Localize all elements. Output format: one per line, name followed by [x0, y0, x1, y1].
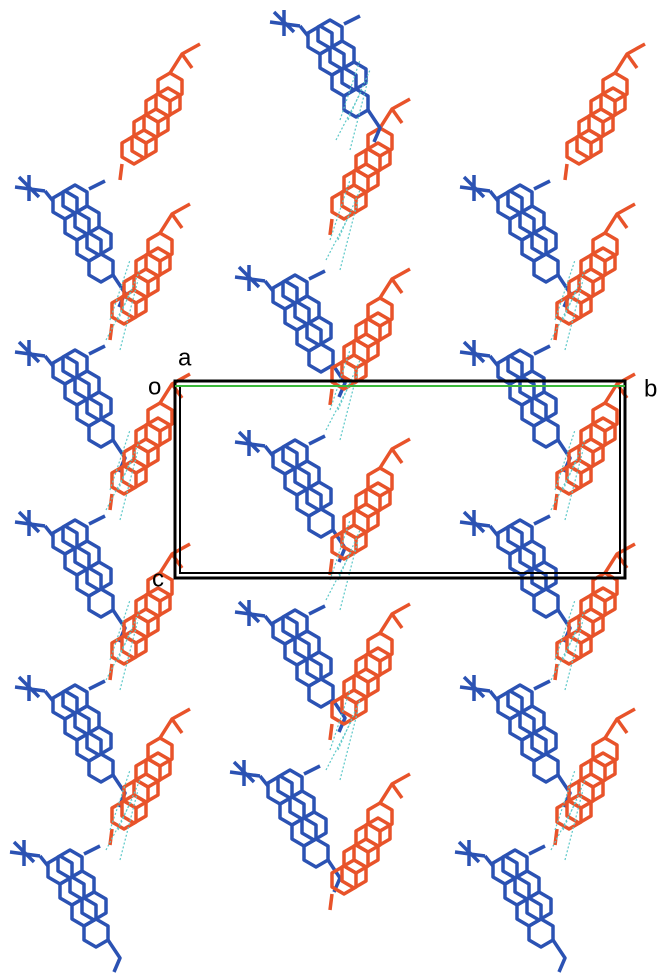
axis-a-label: a — [178, 344, 192, 371]
molecules-left-column — [10, 44, 200, 972]
molecules-right-column — [455, 44, 645, 972]
axis-b-label: b — [644, 375, 657, 402]
axis-c-label: c — [152, 565, 164, 592]
molecules-middle-column — [230, 10, 410, 910]
origin-label: o — [148, 373, 161, 400]
crystal-packing-diagram: o a b c — [0, 0, 671, 977]
